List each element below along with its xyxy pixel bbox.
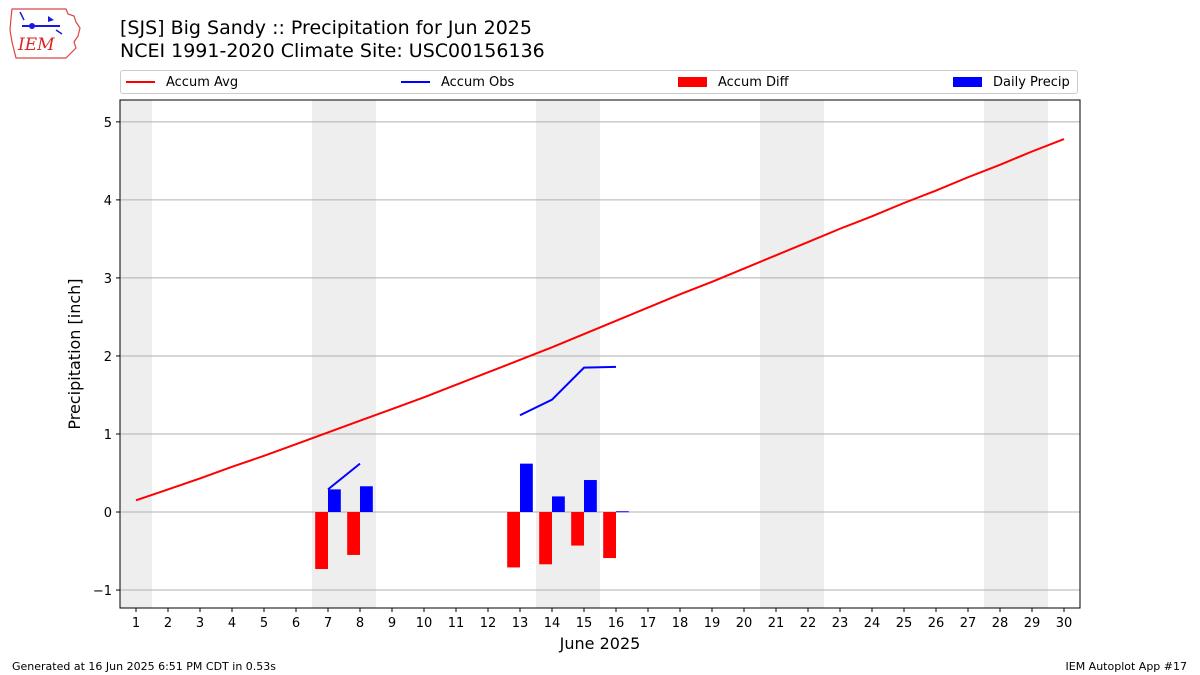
legend-item-accum-diff: Accum Diff	[678, 71, 789, 93]
daily-precip-bar-day-13	[520, 463, 533, 513]
legend-label-accum-avg: Accum Avg	[166, 74, 239, 90]
legend-swatch-accum-avg	[126, 81, 155, 83]
x-tick-label: 10	[416, 616, 433, 631]
y-tick-label: 5	[104, 116, 112, 131]
x-tick-label: 21	[768, 616, 785, 631]
y-tick-label: 2	[104, 350, 112, 365]
accum-diff-bar-day-8	[347, 512, 360, 555]
daily-precip-bar-day-14	[552, 496, 565, 513]
weekend-shade-4	[984, 100, 1048, 608]
x-tick-label: 16	[608, 616, 625, 631]
x-tick-label: 7	[324, 616, 332, 631]
chart-subtitle: NCEI 1991-2020 Climate Site: USC00156136	[120, 40, 545, 62]
x-tick-label: 25	[896, 616, 913, 631]
accum-diff-bar-day-14	[539, 512, 552, 565]
footer-app-id: IEM Autoplot App #17	[1065, 660, 1188, 673]
y-axis-label: Precipitation [inch]	[65, 278, 84, 429]
legend-item-daily-precip: Daily Precip	[953, 71, 1070, 93]
x-tick-label: 30	[1056, 616, 1073, 631]
x-tick-label: 28	[992, 616, 1009, 631]
weekend-shade-3	[760, 100, 824, 608]
daily-precip-bar-day-7	[328, 489, 341, 513]
accum-obs-line-0	[327, 462, 361, 491]
y-tick-label: −1	[93, 584, 112, 599]
logo-text: IEM	[17, 35, 55, 55]
accum-diff-bar-day-16	[603, 512, 616, 559]
weekend-shade-0	[120, 100, 152, 608]
y-tick-label: 4	[104, 194, 112, 209]
plot-frame	[119, 99, 1081, 609]
legend-swatch-accum-obs	[401, 81, 430, 83]
legend-item-accum-avg: Accum Avg	[126, 71, 238, 93]
chart-title: [SJS] Big Sandy :: Precipitation for Jun…	[120, 17, 532, 39]
x-tick-label: 2	[164, 616, 172, 631]
x-tick-label: 3	[196, 616, 204, 631]
x-tick-label: 29	[1024, 616, 1041, 631]
daily-precip-bar-day-15	[584, 480, 597, 513]
x-tick-label: 15	[576, 616, 593, 631]
x-tick-label: 8	[356, 616, 364, 631]
y-tick-label: 3	[104, 272, 112, 287]
x-tick-label: 24	[864, 616, 881, 631]
accum-obs-line-1	[519, 365, 617, 417]
x-tick-label: 12	[480, 616, 497, 631]
iem-logo: IEM	[9, 8, 81, 59]
legend-label-accum-diff: Accum Diff	[718, 74, 789, 90]
x-tick-label: 4	[228, 616, 236, 631]
x-tick-label: 26	[928, 616, 945, 631]
x-tick-label: 5	[260, 616, 268, 631]
legend-swatch-accum-diff	[678, 77, 707, 87]
y-tick-label: 0	[104, 506, 112, 521]
x-tick-label: 14	[544, 616, 561, 631]
daily-precip-bar-day-8	[360, 486, 373, 513]
x-tick-label: 6	[292, 616, 300, 631]
legend: Accum Avg Accum Obs Accum Diff Daily Pre…	[120, 70, 1078, 94]
x-tick-label: 27	[960, 616, 977, 631]
y-tick-label: 1	[104, 428, 112, 443]
accum-diff-bar-day-7	[315, 512, 328, 569]
footer-generated: Generated at 16 Jun 2025 6:51 PM CDT in …	[12, 660, 277, 673]
x-tick-label: 22	[800, 616, 817, 631]
x-tick-label: 18	[672, 616, 689, 631]
legend-label-accum-obs: Accum Obs	[441, 74, 515, 90]
x-tick-label: 20	[736, 616, 753, 631]
accum-diff-bar-day-15	[571, 512, 584, 546]
accum-diff-bar-day-13	[507, 512, 520, 568]
x-tick-label: 23	[832, 616, 849, 631]
x-tick-label: 11	[448, 616, 465, 631]
x-tick-label: 17	[640, 616, 657, 631]
x-tick-label: 1	[132, 616, 140, 631]
x-axis-label: June 2025	[559, 634, 641, 653]
x-tick-label: 9	[388, 616, 396, 631]
x-tick-label: 13	[512, 616, 529, 631]
legend-swatch-daily-precip	[953, 77, 982, 87]
x-tick-label: 19	[704, 616, 721, 631]
daily-precip-bar-day-16	[616, 511, 629, 513]
accum-avg-line	[135, 138, 1065, 502]
legend-item-accum-obs: Accum Obs	[401, 71, 514, 93]
legend-label-daily-precip: Daily Precip	[993, 74, 1070, 90]
